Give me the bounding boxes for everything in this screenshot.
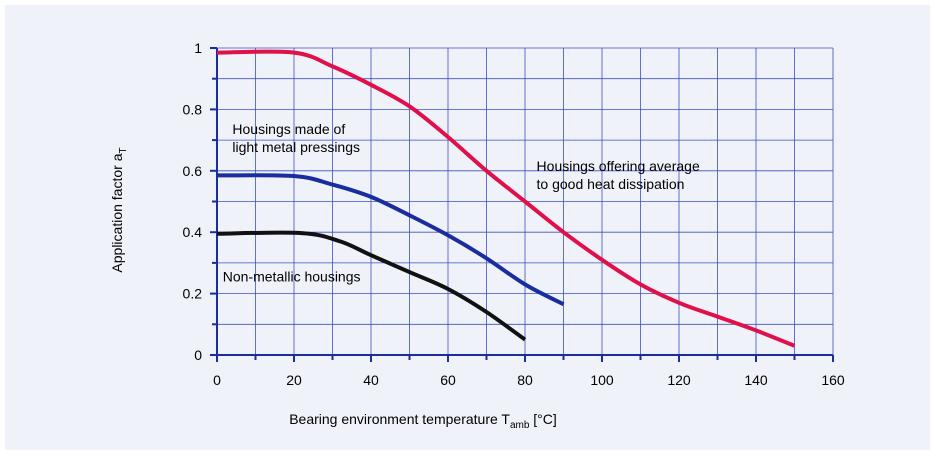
annotation-heat-dissipation: Housings offering average to good heat di…	[537, 158, 700, 192]
series-line-1	[216, 49, 796, 348]
x-axis-label: Bearing environment temperature Tamb [°C…	[289, 411, 557, 431]
annotation-non-metallic: Non-metallic housings	[223, 268, 361, 284]
annotation-line: Non-metallic housings	[223, 268, 361, 284]
y-axis-label-main: Application factor a	[109, 153, 125, 272]
y-tick-label: 0.8	[183, 101, 203, 117]
annotation-line: Housings made of	[232, 121, 345, 137]
series-line-2	[216, 173, 565, 307]
y-tick-label: 0	[194, 347, 202, 363]
x-tick-label: 0	[213, 372, 221, 388]
series-line-3	[216, 230, 527, 342]
x-tick-label: 60	[440, 372, 456, 388]
x-tick-label: 120	[667, 372, 691, 388]
grid	[217, 47, 834, 355]
annotation-line: to good heat dissipation	[537, 176, 685, 192]
y-axis-label-sub: T	[118, 147, 129, 153]
x-tick-label: 160	[821, 372, 845, 388]
chart-panel: 0 20 40 60 80 100 120 140 160 0 0.2 0.4 0.6 0.8 1 Hous…	[5, 5, 930, 450]
y-tick-label: 0.2	[183, 286, 203, 302]
y-tick-label: 0.6	[183, 163, 203, 179]
chart: 0 20 40 60 80 100 120 140 160 0 0.2 0.4 0.6 0.8 1 Hous…	[109, 40, 845, 431]
axes: 0 20 40 60 80 100 120 140 160 0 0.2 0.4 0.6 0.8 1	[183, 40, 845, 388]
annotation-light-metal: Housings made of light metal pressings	[232, 121, 360, 155]
x-tick-label: 40	[363, 372, 379, 388]
x-axis-label-unit: [°C]	[529, 411, 556, 427]
x-tick-label: 20	[286, 372, 302, 388]
x-tick-label: 100	[590, 372, 614, 388]
annotation-line: light metal pressings	[232, 139, 360, 155]
x-tick-label: 140	[744, 372, 768, 388]
x-axis-label-main: Bearing environment temperature T	[289, 411, 510, 427]
annotations: Housings made of light metal pressingsHou…	[223, 121, 700, 284]
annotation-line: Housings offering average	[537, 158, 700, 174]
series	[216, 49, 796, 348]
y-tick-label: 0.4	[183, 224, 203, 240]
x-tick-label: 80	[517, 372, 533, 388]
y-axis-label: Application factor aT	[109, 147, 129, 272]
x-axis-label-sub: amb	[510, 420, 530, 431]
y-tick-label: 1	[194, 40, 202, 56]
